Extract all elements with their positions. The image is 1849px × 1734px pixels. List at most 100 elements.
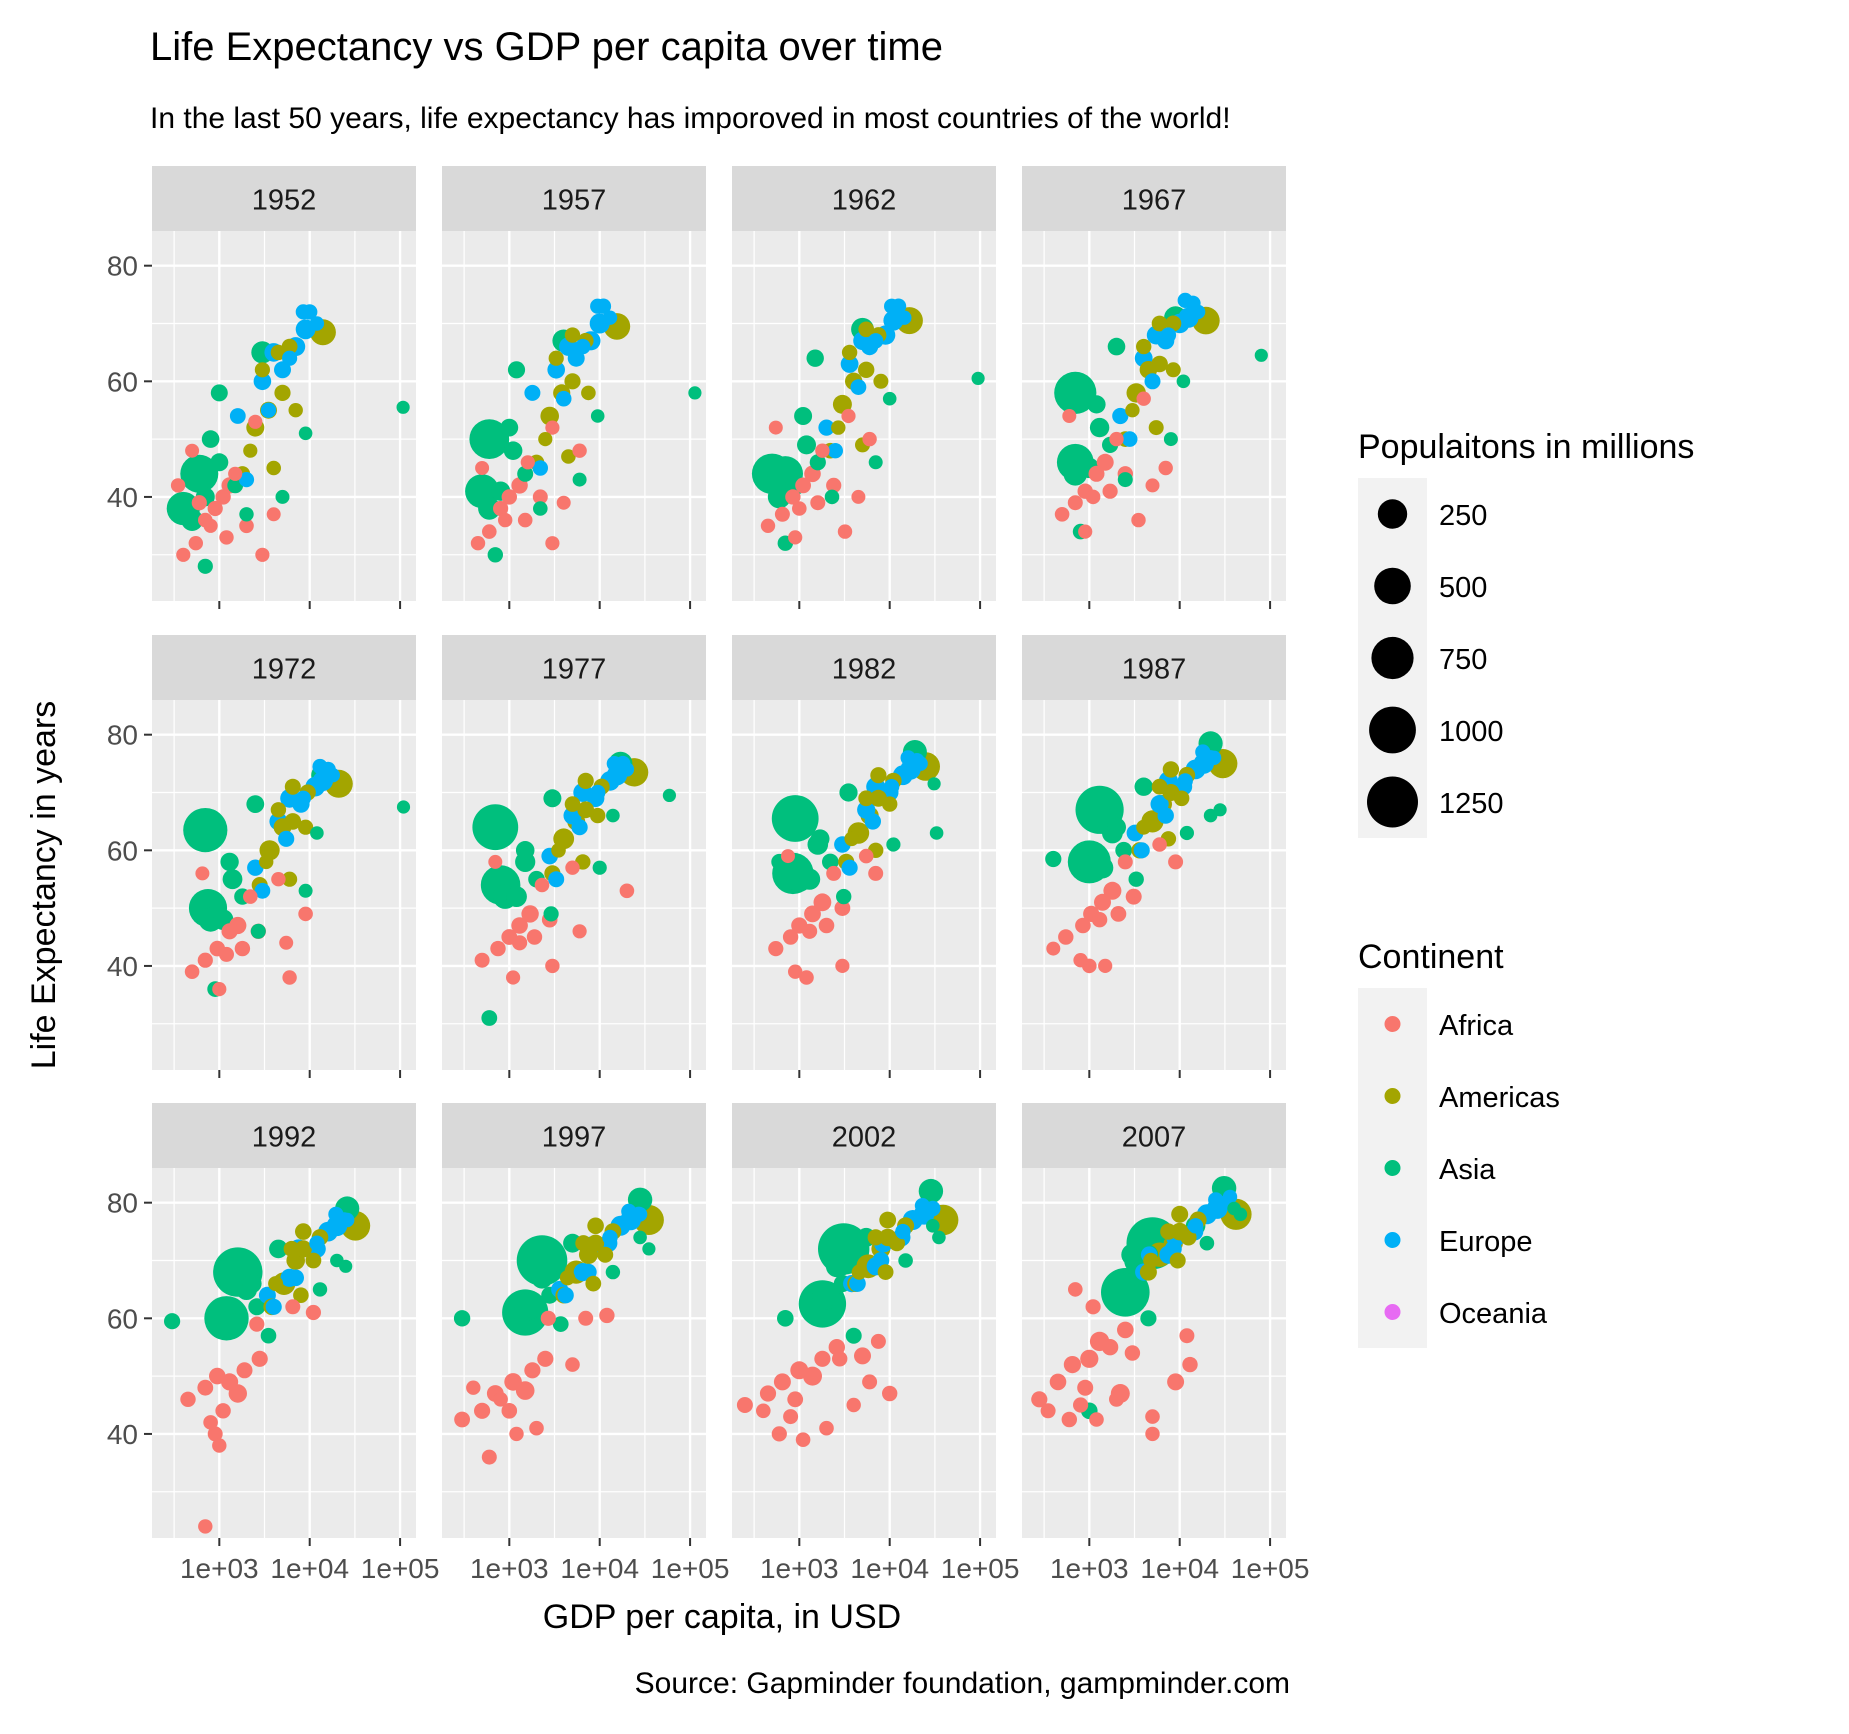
data-point-asia xyxy=(1128,871,1144,887)
data-point-africa xyxy=(545,420,560,435)
data-point-africa xyxy=(1080,1349,1099,1368)
data-point-africa xyxy=(481,1449,497,1465)
data-point-asia xyxy=(515,841,535,860)
data-point-africa xyxy=(197,952,213,968)
data-point-europe xyxy=(555,390,572,407)
data-point-americas xyxy=(879,1211,897,1229)
facet-strip xyxy=(442,635,706,700)
data-point-americas xyxy=(587,1217,604,1235)
data-point-africa xyxy=(802,923,818,939)
color-legend-label: Europe xyxy=(1439,1226,1533,1258)
data-point-africa xyxy=(565,1357,580,1372)
data-point-europe xyxy=(548,871,565,888)
data-point-asia xyxy=(836,888,852,905)
data-point-asia xyxy=(298,883,313,898)
data-point-americas xyxy=(298,819,314,835)
data-point-africa xyxy=(1049,1373,1067,1391)
data-point-africa xyxy=(511,917,528,934)
data-point-africa xyxy=(1131,512,1146,528)
data-point-asia xyxy=(806,349,824,367)
data-point-africa xyxy=(1085,1299,1101,1315)
data-point-europe xyxy=(571,819,588,836)
data-point-asia xyxy=(1254,348,1268,362)
data-point-asia xyxy=(572,472,587,487)
data-point-americas xyxy=(305,1252,322,1269)
data-point-africa xyxy=(1182,1356,1198,1373)
data-point-africa xyxy=(1103,881,1122,900)
data-point-africa xyxy=(1158,460,1173,476)
plot-panel xyxy=(442,231,706,601)
x-tick-label: 1e+05 xyxy=(941,1553,1020,1584)
facet-strip xyxy=(732,1103,996,1168)
data-point-africa xyxy=(207,500,223,517)
size-legend-symbol xyxy=(1367,776,1418,828)
facet-panel-2007: 2007 1e+03 1e+04 1e+05 xyxy=(1022,1103,1309,1584)
data-point-europe xyxy=(1190,304,1206,320)
data-point-asia xyxy=(810,829,830,849)
data-point-americas xyxy=(270,344,287,361)
data-point-africa xyxy=(504,1373,522,1391)
data-point-africa xyxy=(524,1362,541,1379)
data-point-americas xyxy=(877,1264,894,1280)
x-tick-label: 1e+04 xyxy=(560,1553,639,1584)
data-point-americas xyxy=(858,361,875,378)
data-point-africa xyxy=(818,917,835,934)
data-point-africa xyxy=(771,1426,787,1442)
data-point-africa xyxy=(1046,941,1061,956)
y-tick-label: 60 xyxy=(107,835,138,866)
data-point-americas xyxy=(577,801,595,819)
data-point-africa xyxy=(565,860,580,875)
data-point-europe xyxy=(253,372,272,391)
data-point-africa xyxy=(191,495,207,511)
data-point-africa xyxy=(529,1420,544,1436)
data-point-africa xyxy=(862,431,877,447)
data-point-africa xyxy=(526,929,543,945)
facet-panel-1972: 1972 40 60 80 xyxy=(107,635,416,1078)
size-legend-symbol xyxy=(1374,567,1411,605)
data-point-americas xyxy=(254,362,270,378)
data-point-asia xyxy=(180,454,219,493)
data-point-americas xyxy=(293,1287,309,1303)
data-point-africa xyxy=(834,900,851,916)
data-point-africa xyxy=(1068,1282,1083,1297)
data-point-europe xyxy=(238,472,255,488)
data-point-europe xyxy=(309,1235,325,1251)
data-point-africa xyxy=(249,1316,265,1332)
facet-strip-label: 1992 xyxy=(252,1122,317,1154)
data-point-africa xyxy=(854,1347,871,1365)
data-point-africa xyxy=(1102,483,1118,499)
data-point-americas xyxy=(577,772,594,790)
x-tick-label: 1e+05 xyxy=(361,1553,440,1584)
data-point-asia xyxy=(868,455,883,470)
facet-strip-label: 1982 xyxy=(832,654,897,686)
data-point-asia xyxy=(777,1310,794,1327)
data-point-americas xyxy=(295,1223,312,1240)
data-point-asia xyxy=(886,837,901,852)
data-point-asia xyxy=(248,1298,266,1316)
data-point-americas xyxy=(575,1235,592,1252)
data-point-africa xyxy=(1058,929,1074,945)
data-point-europe xyxy=(229,408,246,424)
data-point-asia xyxy=(809,454,826,471)
data-point-africa xyxy=(810,495,826,511)
data-point-europe xyxy=(602,310,618,325)
plot-panel xyxy=(732,231,996,601)
data-point-americas xyxy=(284,813,302,830)
data-point-europe xyxy=(328,1206,344,1222)
data-point-americas xyxy=(540,406,559,426)
data-point-americas xyxy=(858,321,874,338)
data-point-asia xyxy=(197,558,213,574)
data-point-africa xyxy=(799,970,814,985)
data-point-europe xyxy=(619,762,635,777)
data-point-europe xyxy=(295,304,311,320)
size-legend-label: 750 xyxy=(1439,644,1487,676)
data-point-americas xyxy=(1151,355,1168,373)
data-point-africa xyxy=(501,1403,518,1419)
data-point-asia xyxy=(927,777,941,791)
data-point-americas xyxy=(561,449,576,464)
data-point-africa xyxy=(768,941,784,957)
data-point-europe xyxy=(897,310,912,325)
data-point-europe xyxy=(621,1203,637,1219)
data-point-africa xyxy=(239,518,254,534)
